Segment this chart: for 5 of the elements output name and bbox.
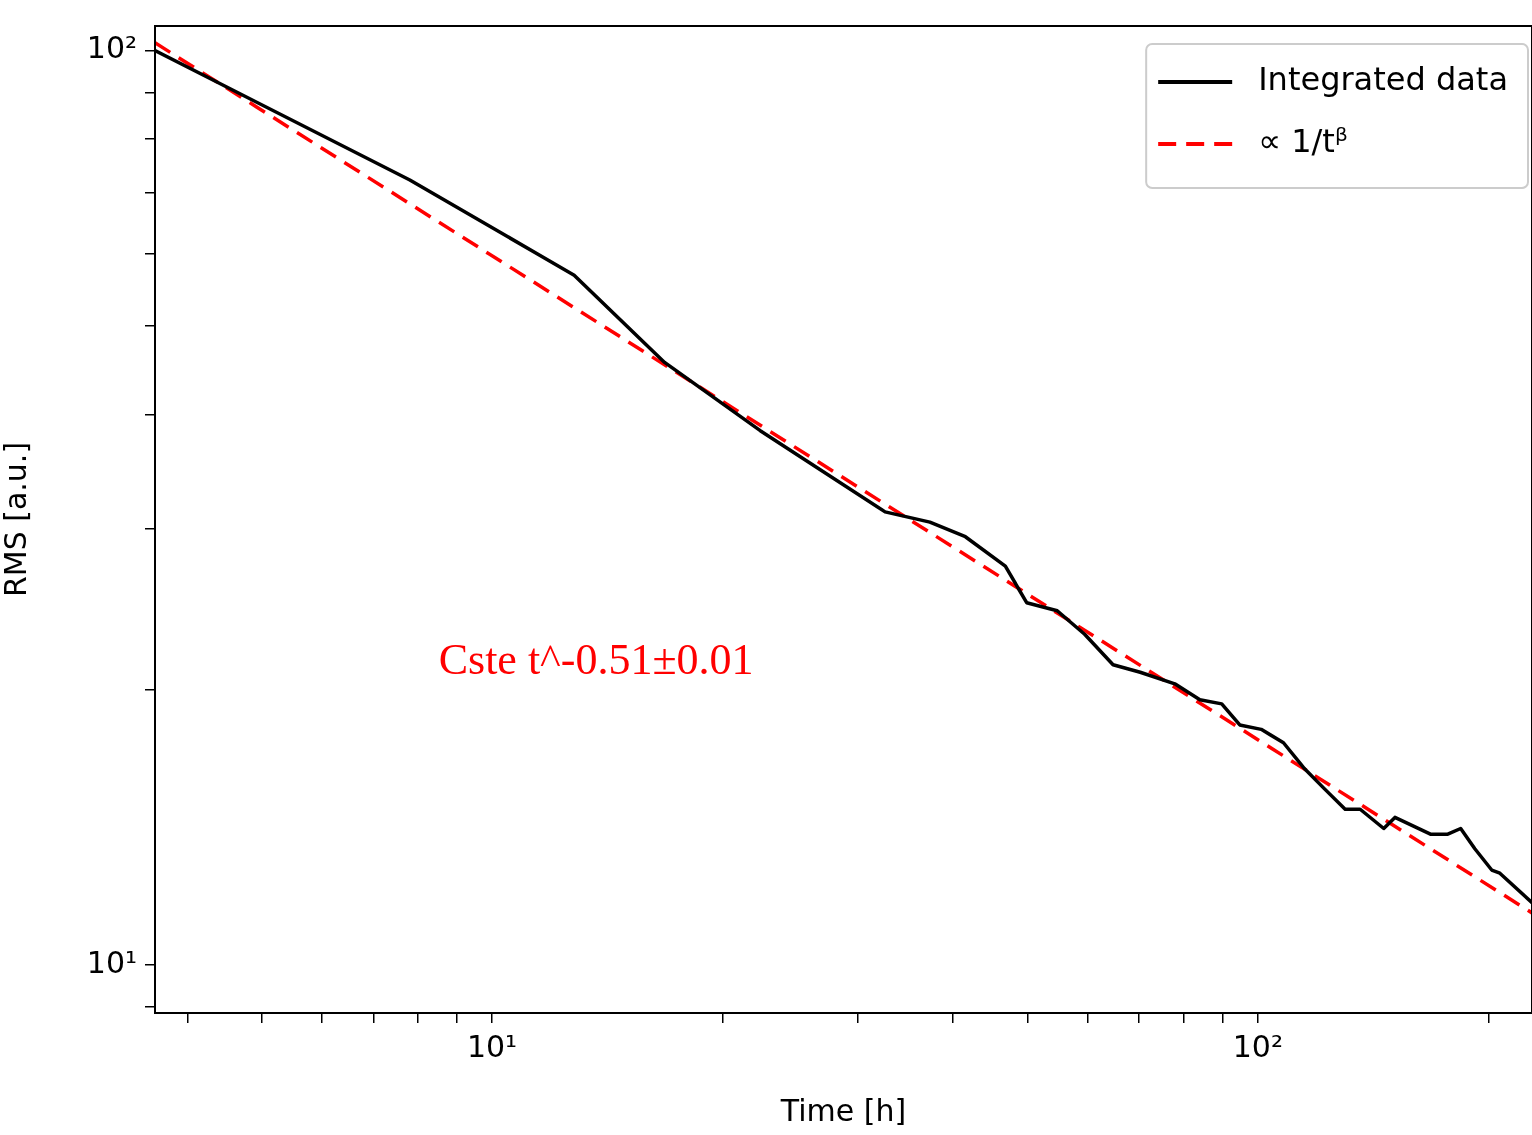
legend-label: Integrated data [1258, 60, 1508, 99]
x-axis-title: Time [h] [779, 1092, 907, 1128]
annotation: Cste t^-0.51±0.01 [438, 635, 754, 685]
y-axis-title: RMS [a.u.] [0, 441, 33, 598]
legend-label: ∝ 1/tᵝ [1258, 122, 1348, 161]
